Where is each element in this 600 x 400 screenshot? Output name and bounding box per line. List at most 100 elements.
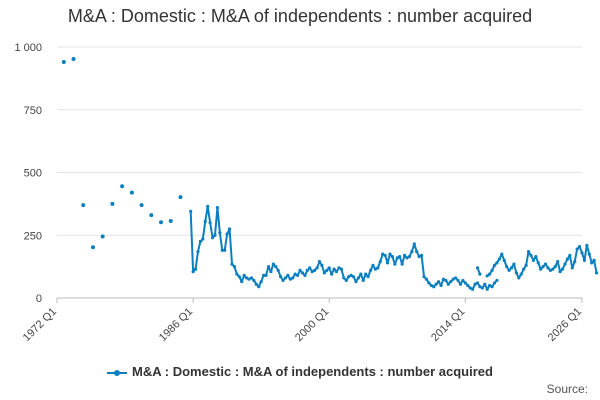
- data-point[interactable]: [429, 283, 433, 288]
- data-point[interactable]: [415, 249, 419, 254]
- data-point[interactable]: [303, 273, 307, 278]
- data-point[interactable]: [378, 260, 382, 264]
- data-point[interactable]: [376, 266, 380, 270]
- data-point[interactable]: [522, 267, 526, 271]
- data-point[interactable]: [191, 270, 195, 274]
- data-point[interactable]: [259, 280, 263, 284]
- data-point[interactable]: [478, 272, 482, 276]
- data-point[interactable]: [388, 252, 392, 256]
- data-point[interactable]: [488, 283, 492, 288]
- data-point[interactable]: [196, 249, 200, 254]
- data-point[interactable]: [381, 252, 385, 256]
- data-point[interactable]: [500, 252, 504, 256]
- data-point[interactable]: [590, 261, 594, 265]
- data-point[interactable]: [264, 273, 268, 278]
- data-point[interactable]: [383, 253, 387, 257]
- data-point[interactable]: [337, 266, 341, 270]
- data-point[interactable]: [315, 266, 319, 270]
- data-point[interactable]: [189, 209, 193, 214]
- data-point[interactable]: [570, 266, 574, 270]
- data-point[interactable]: [432, 285, 436, 289]
- data-point[interactable]: [458, 282, 463, 286]
- data-point[interactable]: [439, 283, 443, 288]
- data-point[interactable]: [347, 275, 351, 279]
- data-point[interactable]: [149, 213, 154, 218]
- data-point[interactable]: [198, 239, 203, 244]
- data-point[interactable]: [395, 256, 399, 260]
- data-point[interactable]: [531, 258, 535, 262]
- data-point[interactable]: [327, 266, 331, 270]
- data-point[interactable]: [330, 272, 334, 276]
- data-point[interactable]: [276, 268, 280, 272]
- data-point[interactable]: [563, 262, 567, 266]
- data-point[interactable]: [475, 266, 480, 270]
- data-point[interactable]: [478, 285, 482, 289]
- data-point[interactable]: [310, 270, 314, 274]
- data-point[interactable]: [492, 263, 497, 267]
- legend[interactable]: M&A : Domestic : M&A of independents : n…: [0, 364, 600, 379]
- data-point[interactable]: [505, 265, 509, 269]
- data-point[interactable]: [286, 273, 290, 278]
- data-point[interactable]: [471, 287, 475, 291]
- data-point[interactable]: [512, 262, 516, 266]
- data-point[interactable]: [427, 281, 431, 285]
- data-point[interactable]: [488, 272, 492, 276]
- data-point[interactable]: [575, 247, 579, 251]
- data-point[interactable]: [587, 252, 591, 256]
- data-point[interactable]: [100, 234, 105, 239]
- data-point[interactable]: [206, 204, 210, 208]
- data-point[interactable]: [492, 281, 497, 285]
- data-point[interactable]: [368, 268, 373, 272]
- data-point[interactable]: [539, 267, 543, 271]
- data-point[interactable]: [582, 258, 587, 262]
- data-point[interactable]: [390, 254, 395, 259]
- data-point[interactable]: [490, 285, 494, 289]
- data-point[interactable]: [364, 272, 368, 276]
- data-point[interactable]: [529, 253, 533, 257]
- data-point[interactable]: [313, 268, 317, 272]
- data-point[interactable]: [354, 280, 358, 284]
- data-point[interactable]: [159, 220, 164, 225]
- data-point[interactable]: [517, 276, 521, 280]
- data-point[interactable]: [568, 253, 572, 257]
- data-point[interactable]: [456, 278, 460, 283]
- data-point[interactable]: [468, 286, 472, 290]
- source-label[interactable]: Source:: [546, 382, 588, 396]
- data-point[interactable]: [90, 245, 95, 250]
- data-point[interactable]: [215, 206, 220, 210]
- data-point[interactable]: [417, 254, 421, 259]
- data-point[interactable]: [281, 278, 285, 283]
- data-point[interactable]: [249, 276, 254, 280]
- data-point[interactable]: [536, 261, 540, 265]
- data-point[interactable]: [424, 277, 429, 281]
- data-point[interactable]: [339, 267, 343, 271]
- data-point[interactable]: [235, 272, 239, 276]
- data-point[interactable]: [400, 262, 404, 266]
- data-point[interactable]: [434, 282, 438, 286]
- data-point[interactable]: [359, 272, 363, 276]
- data-point[interactable]: [344, 278, 348, 283]
- data-point[interactable]: [495, 261, 499, 265]
- data-point[interactable]: [334, 270, 339, 274]
- data-point[interactable]: [300, 271, 305, 275]
- data-point[interactable]: [594, 271, 599, 275]
- data-point[interactable]: [274, 265, 278, 269]
- data-point[interactable]: [558, 270, 562, 274]
- data-point[interactable]: [81, 203, 86, 208]
- data-point[interactable]: [410, 249, 414, 254]
- data-point[interactable]: [361, 278, 365, 283]
- data-point[interactable]: [541, 265, 545, 269]
- data-point[interactable]: [356, 276, 360, 280]
- data-point[interactable]: [560, 267, 565, 271]
- data-point[interactable]: [223, 248, 227, 252]
- data-point[interactable]: [577, 244, 582, 249]
- data-point[interactable]: [317, 260, 322, 264]
- data-point[interactable]: [213, 233, 217, 237]
- data-point[interactable]: [436, 280, 441, 284]
- data-point[interactable]: [254, 282, 258, 286]
- data-point[interactable]: [473, 282, 477, 286]
- data-point[interactable]: [497, 257, 501, 261]
- data-point[interactable]: [240, 280, 244, 284]
- data-point[interactable]: [332, 267, 336, 271]
- data-point[interactable]: [393, 262, 397, 266]
